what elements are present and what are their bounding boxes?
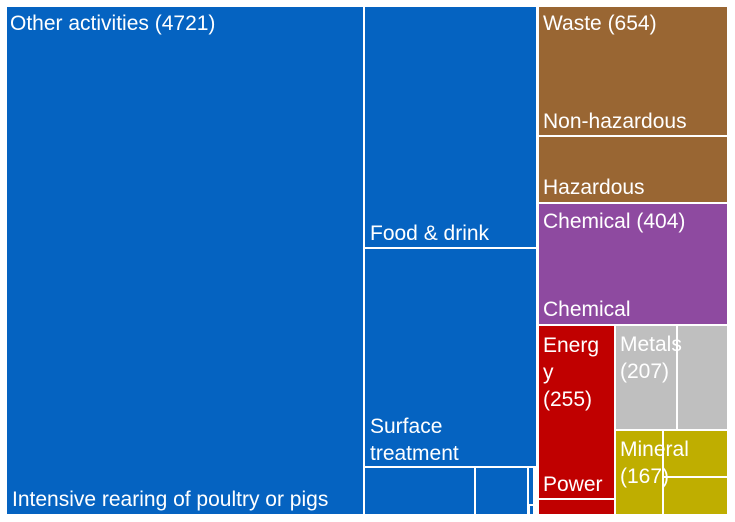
treemap-cell-other-activities-3 xyxy=(363,247,538,468)
treemap-cell-label-chemical: Chemical xyxy=(543,298,631,321)
treemap-cell-chemical xyxy=(537,202,729,326)
treemap-cell-label-surface-treatment-line-2: treatment xyxy=(370,442,459,465)
treemap-cell-mineral-1 xyxy=(614,429,664,516)
treemap-group-label-energy-line-3: (255) xyxy=(543,388,592,411)
treemap-group-label-mineral-line-2: (167) xyxy=(620,465,669,488)
treemap-cell-other-activities-7 xyxy=(528,504,535,516)
treemap-cell-waste-non-hazardous xyxy=(537,5,729,137)
treemap-cell-label-power: Power xyxy=(543,473,603,496)
treemap-group-label-metals-line-2: (207) xyxy=(620,360,669,383)
treemap-group-label-mineral-line-1: Mineral xyxy=(620,438,689,461)
treemap-cell-label-non-hazardous: Non-hazardous xyxy=(543,110,687,133)
treemap-group-label-energy-line-1: Energ xyxy=(543,334,599,357)
treemap-cell-other-activities-1 xyxy=(5,5,365,516)
treemap-cell-metals-2 xyxy=(676,324,729,431)
treemap-cell-other-activities-4 xyxy=(363,466,476,516)
treemap-group-label-chemical: Chemical (404) xyxy=(543,210,685,233)
treemap-cell-mineral-3 xyxy=(662,476,729,516)
treemap-cell-mineral-2 xyxy=(662,429,729,478)
treemap-group-label-energy-line-2: y xyxy=(543,361,554,384)
treemap-group-label-other-activities: Other activities (4721) xyxy=(10,12,215,35)
treemap-cell-other-activities-5 xyxy=(474,466,529,516)
treemap-cell-label-intensive-rearing: Intensive rearing of poultry or pigs xyxy=(12,488,328,511)
treemap-group-label-waste: Waste (654) xyxy=(543,12,657,35)
treemap-cell-label-surface-treatment-line-1: Surface xyxy=(370,415,442,438)
treemap-cell-label-food-drink: Food & drink xyxy=(370,222,490,245)
treemap-cell-energy-power xyxy=(537,324,616,500)
treemap-cell-other-activities-2 xyxy=(363,5,538,249)
treemap-group-label-metals-line-1: Metals xyxy=(620,333,682,356)
treemap-cell-metals-1 xyxy=(614,324,678,431)
treemap-cell-waste-hazardous xyxy=(537,135,729,204)
treemap-cell-label-hazardous: Hazardous xyxy=(543,176,645,199)
treemap-cell-energy-2 xyxy=(537,498,616,516)
